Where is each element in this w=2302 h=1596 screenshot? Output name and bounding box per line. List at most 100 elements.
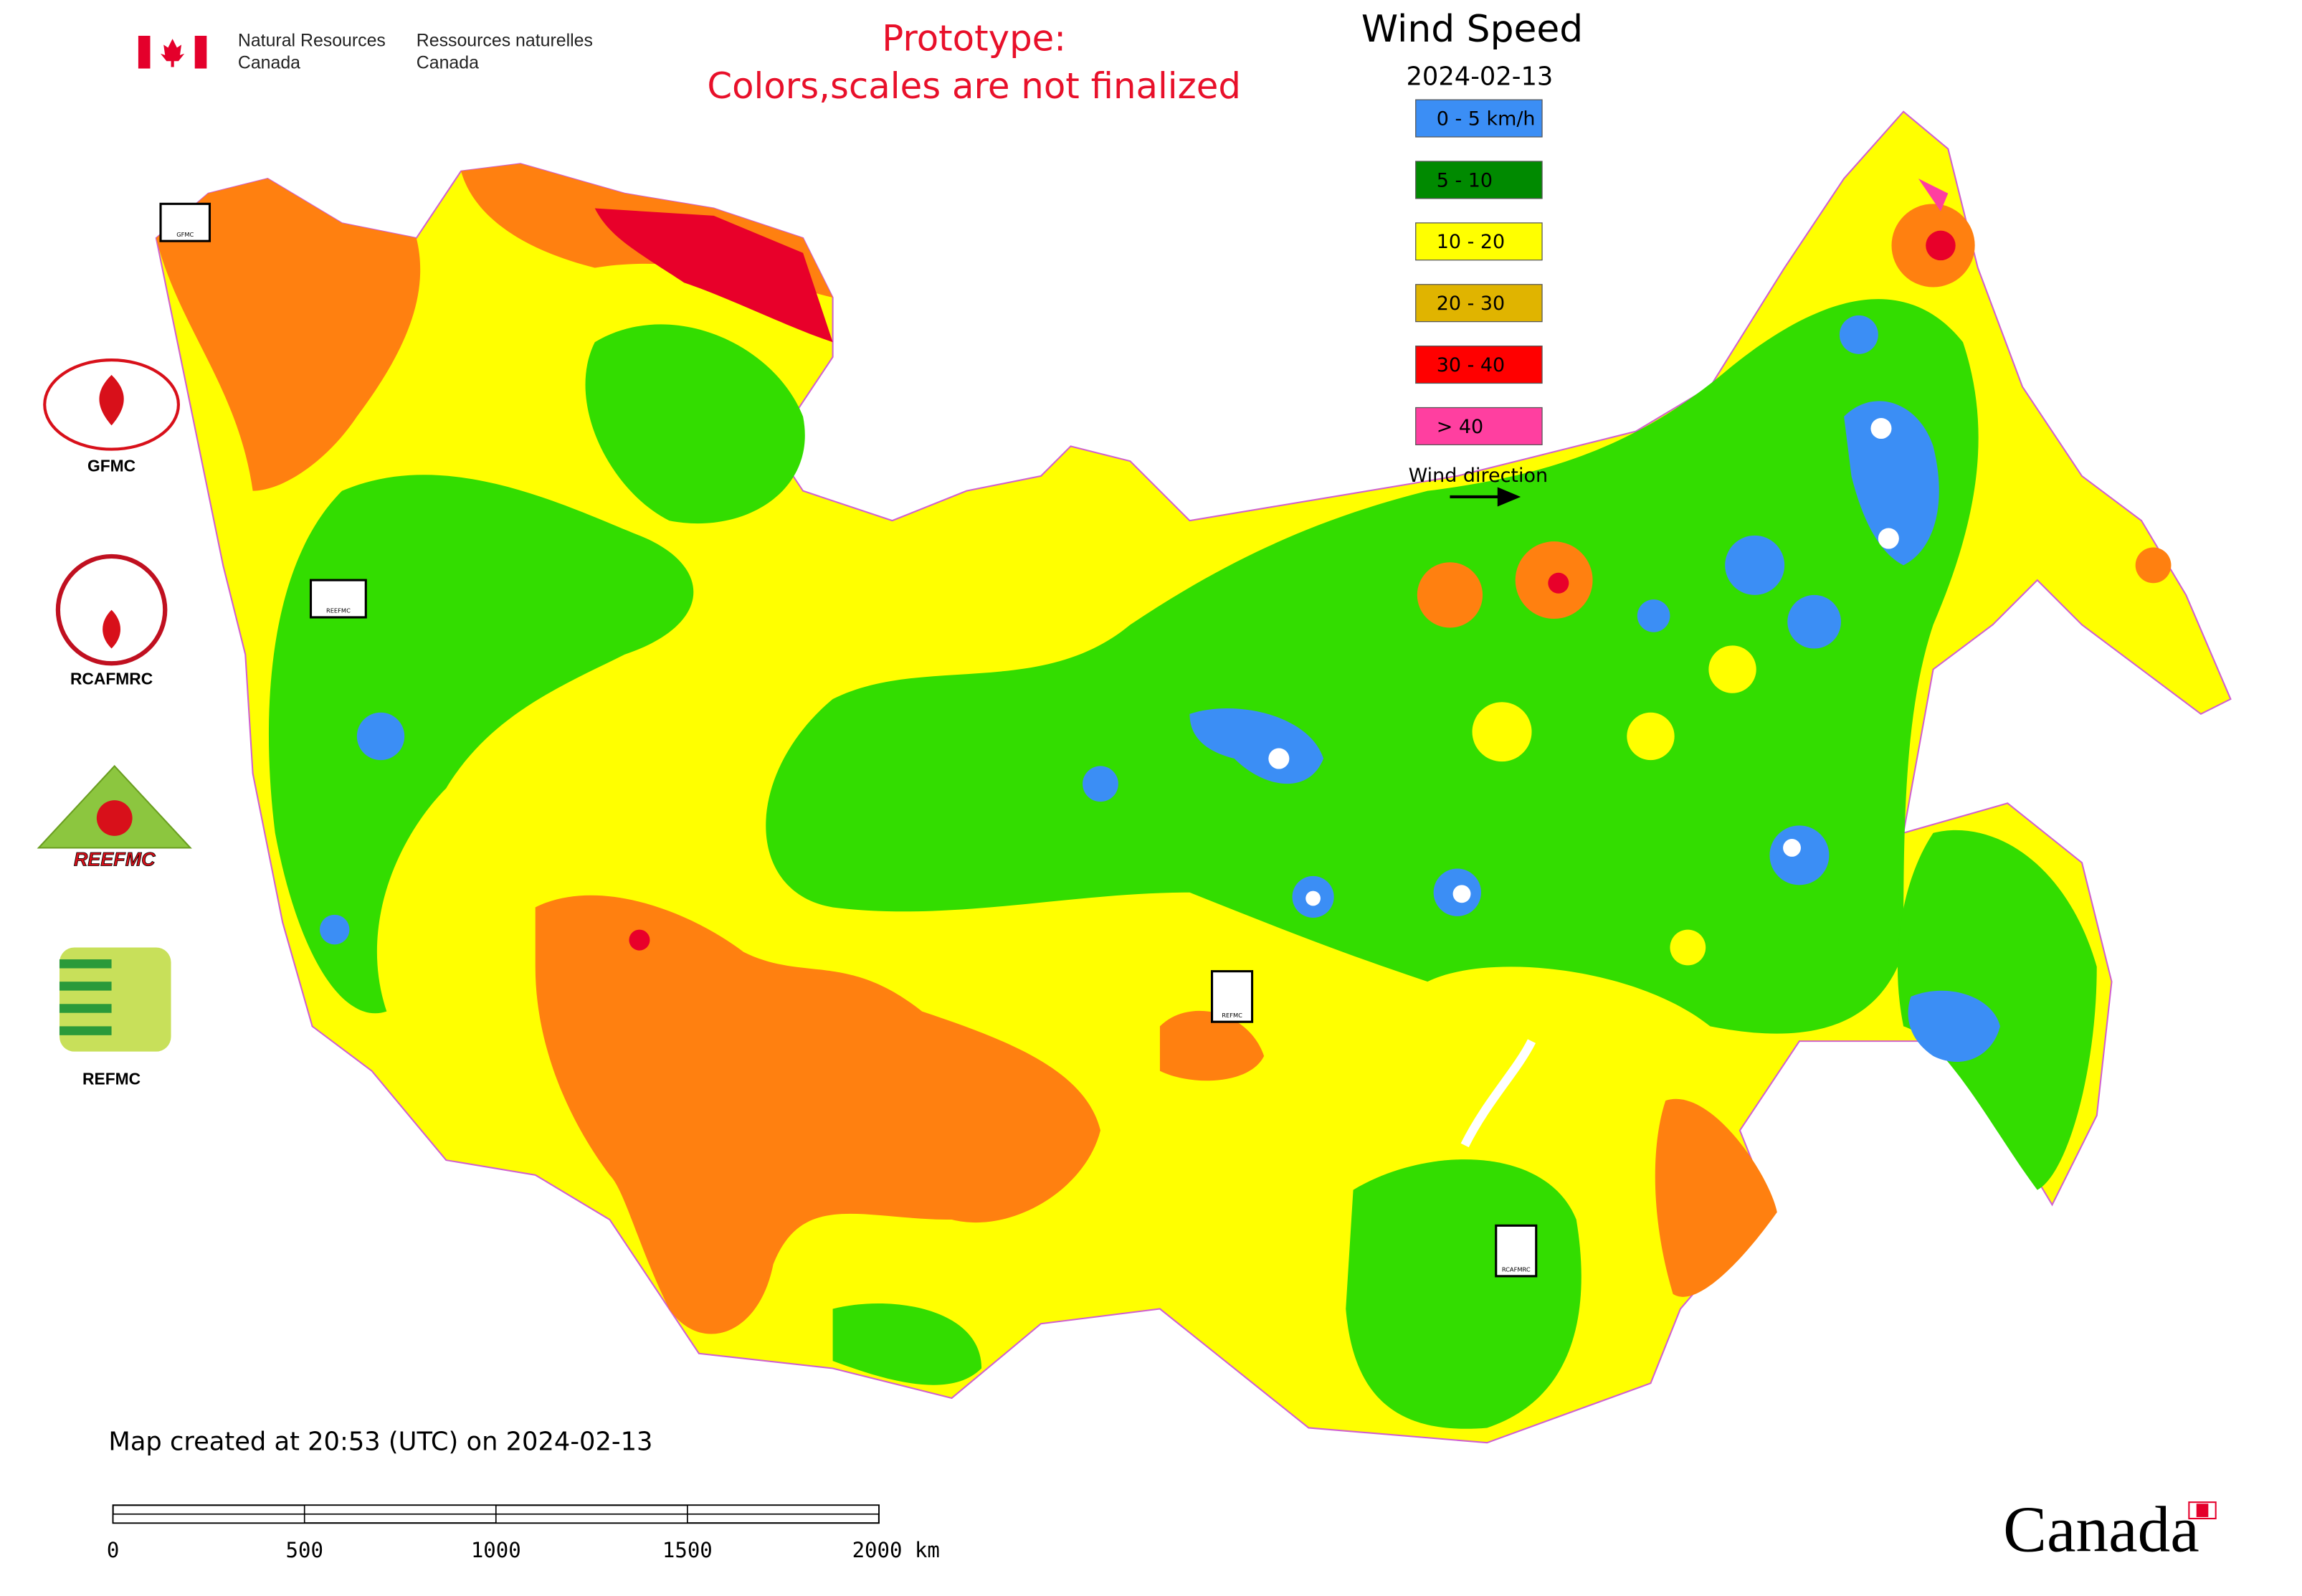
flag-bar <box>194 35 207 69</box>
region-0-5 <box>1908 990 2000 1063</box>
wind-arrow <box>1450 487 1521 507</box>
dept-fr: Ressources naturelles <box>417 30 593 50</box>
logo-label: REEFMC <box>74 848 156 870</box>
scale-label: 1500 <box>662 1538 713 1562</box>
legend-label: 30 - 40 <box>1437 354 1505 376</box>
refmc-logo <box>59 947 171 1052</box>
region-0-5 <box>356 712 405 761</box>
region-0-5 <box>1769 825 1830 885</box>
legend-label: 10 - 20 <box>1437 231 1505 253</box>
region-0-5 <box>1839 315 1878 354</box>
region-5-10 <box>1346 1159 1582 1429</box>
legend-swatch <box>1415 222 1543 261</box>
region-0-5 <box>1637 599 1670 632</box>
legend-title: Wind Speed <box>1361 8 1583 51</box>
legend-label: 5 - 10 <box>1437 169 1493 191</box>
wordmark-flag <box>2196 1504 2209 1517</box>
region-10-20 <box>1670 929 1706 966</box>
scale-bar: 0 500 1000 1500 2000 km <box>107 1504 940 1562</box>
scale-segment <box>112 1513 305 1524</box>
stripe <box>59 982 112 991</box>
region-20-30 <box>1655 1098 1777 1297</box>
region-30-40 <box>1548 572 1569 594</box>
region-0-5 <box>1787 594 1841 649</box>
legend-label: 20 - 30 <box>1437 293 1505 315</box>
logo-label: GFMC <box>87 457 135 475</box>
region-10-20 <box>1708 645 1756 693</box>
dept-fr: Canada <box>417 53 479 73</box>
flame <box>96 800 133 836</box>
region-20-30 <box>1159 1010 1265 1081</box>
wind-map: GFMC REEFMC REFMC RCAFMRC <box>155 110 2232 1444</box>
centre-marker-label: GFMC <box>176 231 194 238</box>
region-0-5 <box>1844 401 1939 566</box>
centre-marker-label: REEFMC <box>326 607 351 614</box>
dept-en: Canada <box>238 53 300 73</box>
flame <box>103 609 121 649</box>
stripe <box>59 1004 112 1013</box>
calm-centre <box>1783 839 1801 857</box>
centre-marker-label: REFMC <box>1222 1012 1242 1019</box>
region-5-10 <box>268 475 694 1014</box>
region-20-30 <box>535 895 1100 1334</box>
centre-marker <box>1495 1224 1538 1278</box>
region-over-40 <box>1918 179 1949 212</box>
region-10-20 <box>1627 712 1675 761</box>
region-30-40 <box>629 929 650 951</box>
nrcan-signature: Natural Resources Canada Ressources natu… <box>138 30 593 73</box>
legend-swatch <box>1415 407 1543 445</box>
logo-label: RCAFMRC <box>70 669 153 688</box>
region-30-40 <box>1926 230 1956 261</box>
region-5-10 <box>585 324 805 524</box>
legend-swatch <box>1415 346 1543 384</box>
logo-label: REFMC <box>82 1069 141 1088</box>
region-0-5 <box>319 914 350 945</box>
calm-centre <box>1268 748 1290 769</box>
centre-marker-label: RCAFMRC <box>1502 1266 1531 1273</box>
arrow-label: Wind direction <box>1409 465 1548 487</box>
legend-label: > 40 <box>1437 416 1483 438</box>
centre-marker <box>1210 970 1254 1023</box>
region-20-30 <box>2135 547 2172 584</box>
legend-swatch <box>1415 284 1543 323</box>
region-20-30 <box>1417 562 1483 628</box>
legend-swatch <box>1415 99 1543 138</box>
legend-swatch <box>1415 161 1543 199</box>
flame <box>99 374 124 426</box>
region-5-10 <box>832 1303 982 1385</box>
calm-centre <box>1878 528 1899 549</box>
maple-leaf <box>161 39 185 67</box>
legend-label: 0 - 5 km/h <box>1437 108 1536 130</box>
lake-baikal <box>1460 1039 1536 1148</box>
scale-segment <box>303 1504 497 1515</box>
centre-markers: GFMC REEFMC REFMC RCAFMRC <box>159 202 1538 1278</box>
scale-segment <box>687 1504 880 1515</box>
notice: Colors,scales are not finalized <box>707 65 1241 107</box>
flag-bar <box>138 35 151 69</box>
canada-wordmark: Canada <box>2003 1493 2199 1566</box>
legend: 0 - 5 km/h 5 - 10 10 - 20 20 - 30 30 - 40 > 4… <box>1415 99 1543 445</box>
legend-date: 2024-02-13 <box>1406 62 1553 91</box>
dept-en: Natural Resources <box>238 30 386 50</box>
region-30-40 <box>594 208 833 343</box>
stripe <box>59 959 112 969</box>
stripe <box>59 1026 112 1035</box>
logos: GFMC RCAFMRC REEFMC REFMC <box>37 358 192 1088</box>
region-0-5 <box>1189 708 1324 784</box>
scale-label: 0 <box>107 1538 119 1562</box>
region-10-20 <box>1472 702 1532 762</box>
notice: Prototype: <box>882 18 1066 60</box>
region-0-5 <box>1725 535 1785 595</box>
calm-centre <box>1452 885 1471 903</box>
region-5-10 <box>766 299 1979 1034</box>
scale-segment <box>495 1513 688 1524</box>
region-5-10 <box>1897 830 2097 1190</box>
calm-centre <box>1305 890 1321 906</box>
centre-marker <box>309 579 367 619</box>
region-0-5 <box>1083 766 1118 802</box>
centre-marker <box>159 202 211 242</box>
scale-label: 1000 <box>471 1538 521 1562</box>
scale-label: 2000 km <box>852 1538 940 1562</box>
